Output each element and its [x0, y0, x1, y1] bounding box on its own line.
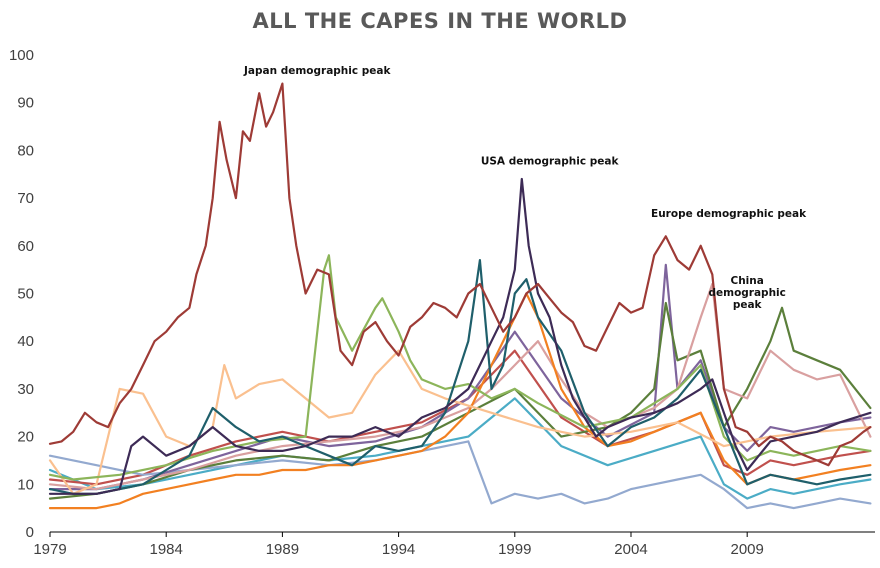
series-line-country-g: [48, 440, 872, 510]
y-tick-label: 70: [17, 190, 34, 207]
y-tick-label: 60: [17, 238, 34, 255]
series-line-country-b: [48, 349, 872, 495]
y-tick-label: 100: [9, 47, 34, 64]
annotation-label: peak: [733, 299, 763, 311]
x-tick-label: 1994: [382, 541, 415, 558]
series-line-japan: [48, 82, 872, 467]
x-tick-label: 1984: [150, 541, 183, 558]
x-tick-label: 2009: [730, 541, 763, 558]
annotations: Japan demographic peak USA demographic pe…: [243, 65, 807, 311]
x-tick-label: 1999: [498, 541, 531, 558]
x-tick-label: 1979: [33, 541, 66, 558]
y-tick-label: 10: [17, 476, 34, 493]
x-tick-labels: 1979 1984 1989 1994 1999 2004 2009: [33, 532, 764, 558]
chart-title: ALL THE CAPES IN THE WORLD: [253, 9, 628, 33]
y-tick-label: 80: [17, 142, 34, 159]
y-tick-label: 20: [17, 429, 34, 446]
annotation-label: demographic: [708, 287, 785, 299]
y-tick-labels: 0 10 20 30 40 50 60 70 80 90 100: [9, 47, 34, 541]
annotation-label: Europe demographic peak: [651, 208, 807, 220]
series-layer: [48, 82, 872, 510]
x-tick-label: 1989: [266, 541, 299, 558]
x-tick-label: 2004: [614, 541, 647, 558]
annotation-label: USA demographic peak: [481, 156, 620, 168]
y-tick-label: 0: [26, 524, 34, 541]
series-line-usa: [48, 177, 872, 495]
y-tick-label: 90: [17, 95, 34, 112]
y-tick-label: 50: [17, 286, 34, 303]
series-line-country-i: [48, 397, 872, 500]
annotation-label: China: [731, 275, 764, 287]
y-tick-label: 40: [17, 333, 34, 350]
annotation-label: Japan demographic peak: [243, 65, 391, 77]
series-line-country-c: [48, 292, 872, 510]
series-line-country-h: [48, 349, 872, 486]
y-tick-label: 30: [17, 381, 34, 398]
